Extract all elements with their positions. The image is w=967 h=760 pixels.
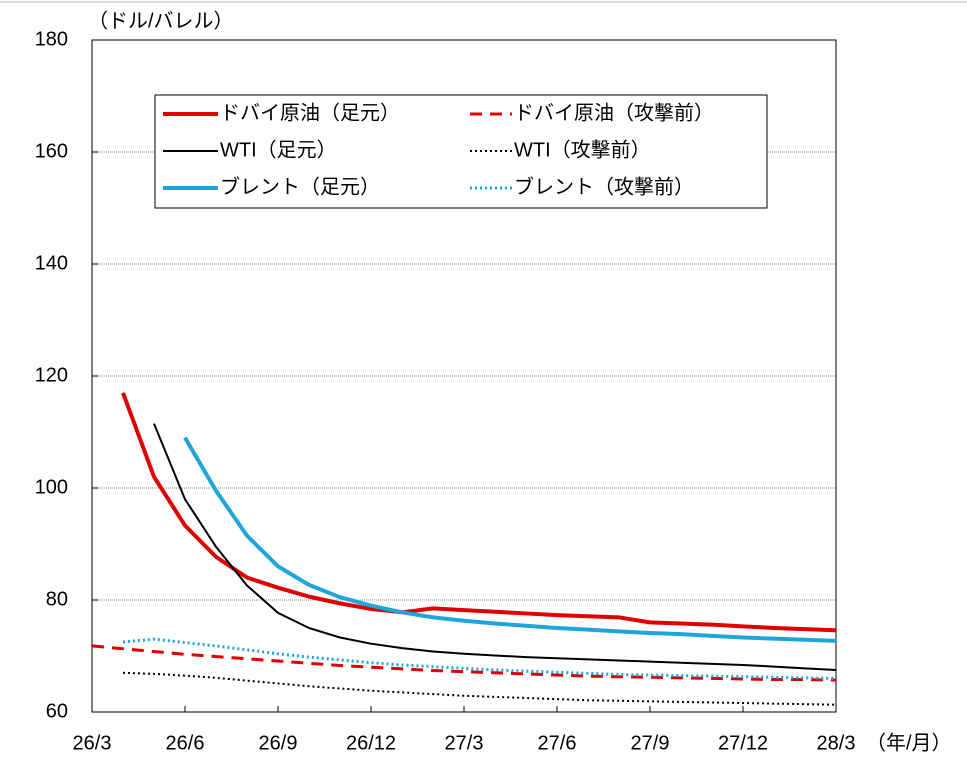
series-line	[153, 423, 837, 671]
x-tick-label: 27/12	[718, 732, 768, 754]
x-axis-label: （年/月）	[866, 731, 952, 754]
y-tick-label: 60	[46, 700, 68, 722]
y-tick-label: 120	[35, 364, 68, 386]
x-tick-label: 26/6	[166, 732, 205, 754]
legend-label: WTI（攻撃前）	[514, 138, 651, 161]
legend-label: ブレント（足元）	[220, 174, 380, 198]
legend-label: WTI（足元）	[220, 138, 337, 161]
legend-label: ドバイ原油（攻撃前）	[514, 101, 714, 124]
y-axis-label: （ドル/バレル）	[88, 9, 234, 32]
y-tick-label: 140	[35, 252, 68, 274]
legend-label: ブレント（攻撃前）	[514, 174, 694, 198]
plot-frame	[91, 39, 837, 713]
x-tick-label: 27/3	[445, 732, 484, 754]
x-tick-label: 27/9	[631, 732, 670, 754]
legend-box	[154, 94, 768, 209]
y-tick-label: 160	[35, 140, 68, 162]
series-line	[122, 637, 837, 680]
x-tick-label: 26/3	[73, 732, 112, 754]
x-tick-label: 27/6	[538, 732, 577, 754]
y-tick-label: 100	[35, 476, 68, 498]
y-tick-label: 80	[46, 588, 68, 610]
y-tick-label: 180	[35, 28, 68, 50]
series-line	[91, 644, 837, 682]
series-line	[122, 671, 837, 706]
x-tick-label: 26/12	[346, 732, 396, 754]
series-line	[183, 436, 837, 643]
legend-label: ドバイ原油（足元）	[220, 101, 400, 124]
series-line	[121, 392, 837, 633]
x-tick-label: 28/3	[817, 732, 856, 754]
x-tick-label: 26/9	[259, 732, 298, 754]
